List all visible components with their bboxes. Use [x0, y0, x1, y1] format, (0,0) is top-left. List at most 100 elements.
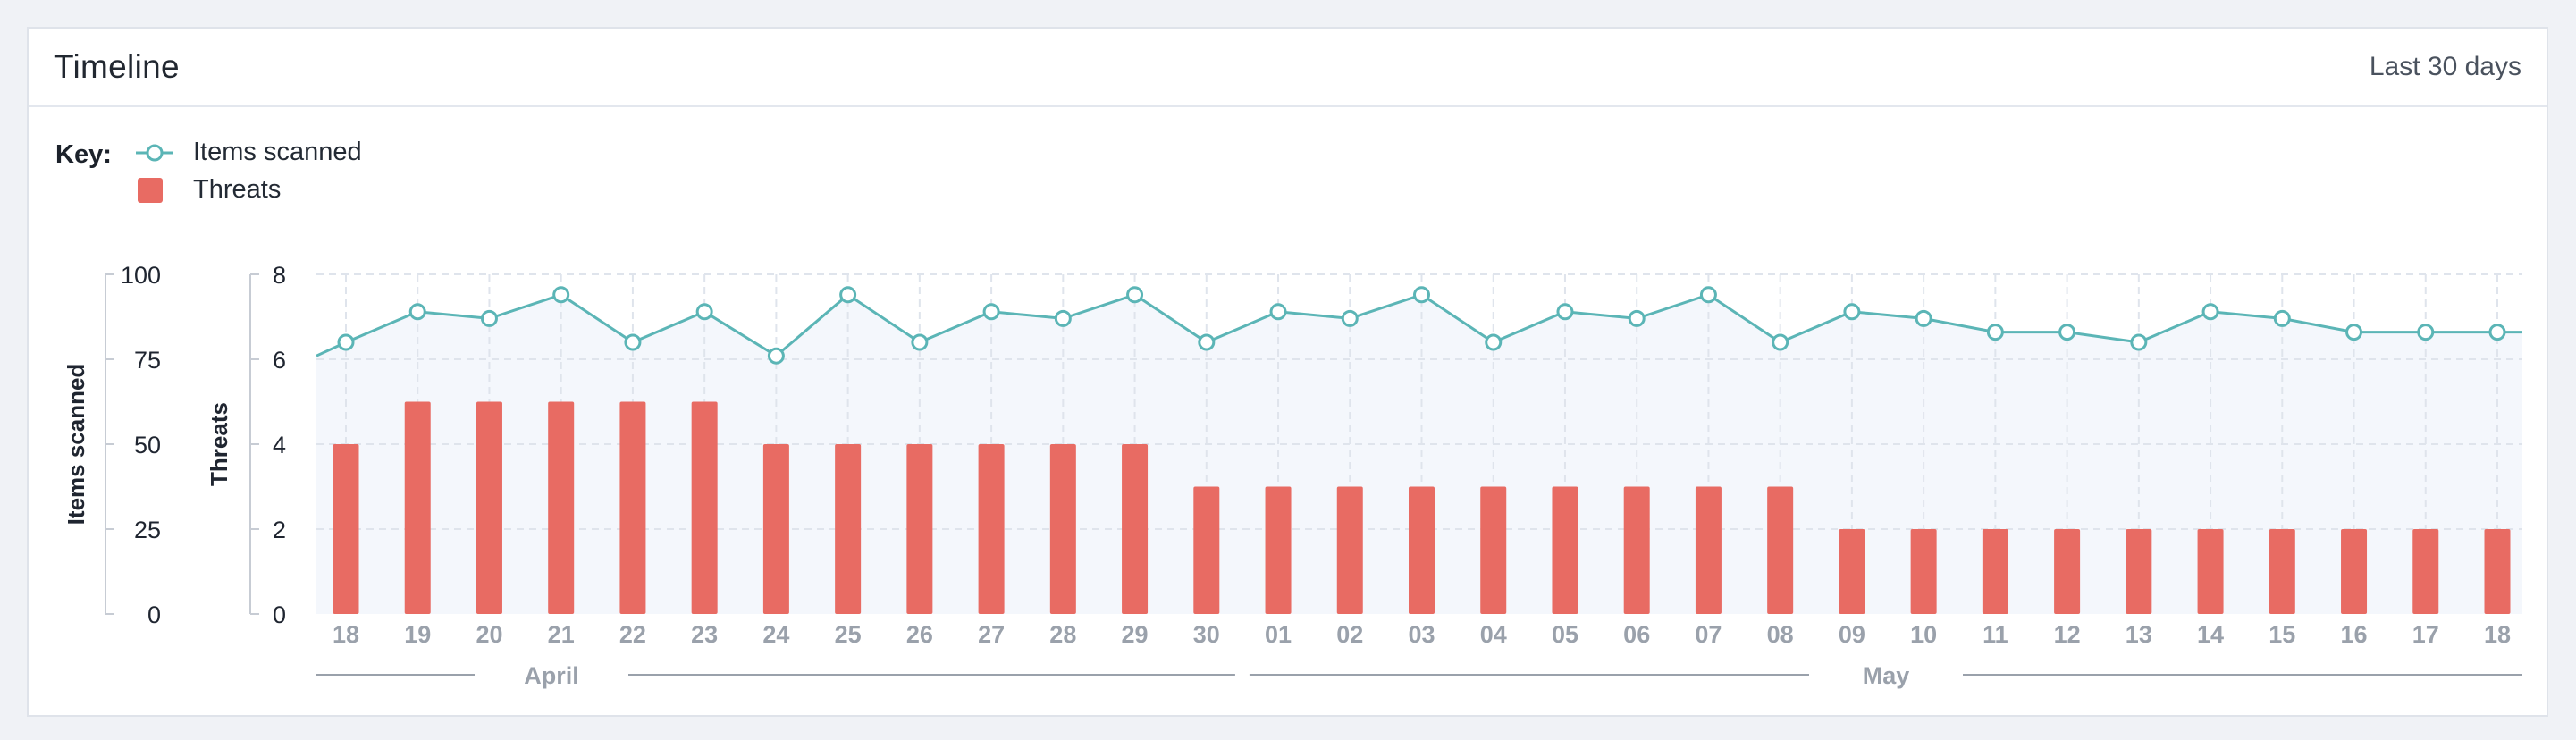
date-tick-label: 18 — [333, 621, 359, 648]
date-tick-label: 07 — [1695, 621, 1722, 648]
threat-bar — [2126, 529, 2152, 614]
items-scanned-point — [2273, 309, 2291, 327]
date-tick-label: 22 — [619, 621, 646, 648]
items-scanned-point — [1699, 286, 1717, 304]
threat-bar — [906, 444, 933, 614]
legend-label: Items scanned — [193, 138, 362, 166]
date-tick-label: 10 — [1910, 621, 1937, 648]
items-scanned-point — [2201, 303, 2219, 321]
date-tick-label: 17 — [2412, 621, 2439, 648]
threat-bar — [1122, 444, 1149, 614]
items-scanned-point — [982, 303, 1000, 321]
threats-tick-label: 0 — [273, 601, 286, 628]
threat-bar — [691, 401, 718, 614]
threat-bar — [835, 444, 862, 614]
threat-bar — [2269, 529, 2295, 614]
threat-bar — [1767, 486, 1794, 614]
threat-bar — [2197, 529, 2224, 614]
date-tick-label: 26 — [906, 621, 933, 648]
square-legend-icon — [138, 177, 163, 203]
items-scanned-point — [1628, 309, 1646, 327]
date-tick-label: 14 — [2197, 621, 2224, 648]
date-tick-label: 01 — [1265, 621, 1292, 648]
threat-bar — [1265, 486, 1292, 614]
items-scanned-point — [1915, 309, 1932, 327]
card-header: Timeline Last 30 days — [29, 29, 2547, 107]
line-circle-legend-icon — [136, 144, 173, 161]
items-scanned-point — [624, 333, 642, 351]
date-tick-label: 04 — [1480, 621, 1507, 648]
date-tick-label: 06 — [1623, 621, 1650, 648]
items-scanned-point — [480, 309, 498, 327]
threat-bar — [1695, 486, 1722, 614]
threat-bar — [333, 444, 359, 614]
date-tick-label: 27 — [978, 621, 1005, 648]
date-tick-label: 28 — [1049, 621, 1076, 648]
date-tick-label: 15 — [2269, 621, 2295, 648]
threat-bar — [619, 401, 646, 614]
threats-tick-label: 6 — [273, 347, 286, 374]
legend-label: Threats — [193, 175, 282, 204]
items-scanned-point — [2417, 324, 2435, 341]
threat-bar — [404, 401, 431, 614]
threats-tick-label: 4 — [273, 432, 286, 458]
date-tick-label: 02 — [1336, 621, 1363, 648]
date-tick-label: 25 — [835, 621, 862, 648]
threat-bar — [1409, 486, 1435, 614]
items-scanned-point — [2130, 333, 2148, 351]
date-tick-label: 29 — [1122, 621, 1149, 648]
items-scanned-tick-label: 0 — [147, 601, 161, 628]
date-tick-label: 21 — [548, 621, 575, 648]
threat-bar — [1910, 529, 1937, 614]
date-tick-label: 18 — [2484, 621, 2511, 648]
date-tick-label: 24 — [762, 621, 789, 648]
items-scanned-point — [408, 303, 426, 321]
legend-key-label: Key: — [55, 140, 112, 169]
items-scanned-point — [2058, 324, 2076, 341]
date-tick-label: 16 — [2341, 621, 2368, 648]
items-scanned-point — [695, 303, 713, 321]
items-scanned-point — [1485, 333, 1503, 351]
date-tick-label: 13 — [2126, 621, 2152, 648]
date-range-label[interactable]: Last 30 days — [2369, 52, 2521, 81]
date-tick-label: 20 — [476, 621, 502, 648]
threat-bar — [978, 444, 1005, 614]
items-scanned-point — [839, 286, 857, 304]
items-scanned-tick-label: 75 — [134, 347, 161, 374]
threat-bar — [1480, 486, 1507, 614]
threat-bar — [1623, 486, 1650, 614]
items-scanned-point — [1986, 324, 2004, 341]
threats-tick-label: 8 — [273, 262, 286, 289]
items-scanned-axis-label: Items scanned — [63, 364, 89, 526]
items-scanned-point — [1556, 303, 1574, 321]
date-tick-label: 08 — [1767, 621, 1794, 648]
legend-item-items-scanned: Items scanned — [134, 138, 362, 167]
items-scanned-point — [1126, 286, 1144, 304]
card-title: Timeline — [54, 48, 180, 85]
items-scanned-area — [316, 294, 2522, 614]
threat-bar — [476, 401, 502, 614]
threat-bar — [548, 401, 575, 614]
threats-tick-label: 2 — [273, 517, 286, 543]
items-scanned-point — [1413, 286, 1430, 304]
month-label: April — [524, 662, 579, 689]
date-tick-label: 30 — [1193, 621, 1220, 648]
items-scanned-point — [337, 333, 355, 351]
items-scanned-point — [1341, 309, 1359, 327]
threat-bar — [2484, 529, 2511, 614]
date-tick-label: 05 — [1552, 621, 1578, 648]
threat-bar — [1982, 529, 2008, 614]
threat-bar — [762, 444, 789, 614]
items-scanned-point — [1269, 303, 1287, 321]
threat-bar — [1049, 444, 1076, 614]
items-scanned-point — [1843, 303, 1861, 321]
month-label: May — [1863, 662, 1910, 689]
threat-bar — [1193, 486, 1220, 614]
items-scanned-point — [1198, 333, 1216, 351]
threat-bar — [1552, 486, 1578, 614]
date-tick-label: 11 — [1983, 621, 2008, 648]
threat-bar — [2341, 529, 2368, 614]
items-scanned-point — [911, 333, 929, 351]
threat-bar — [1336, 486, 1363, 614]
